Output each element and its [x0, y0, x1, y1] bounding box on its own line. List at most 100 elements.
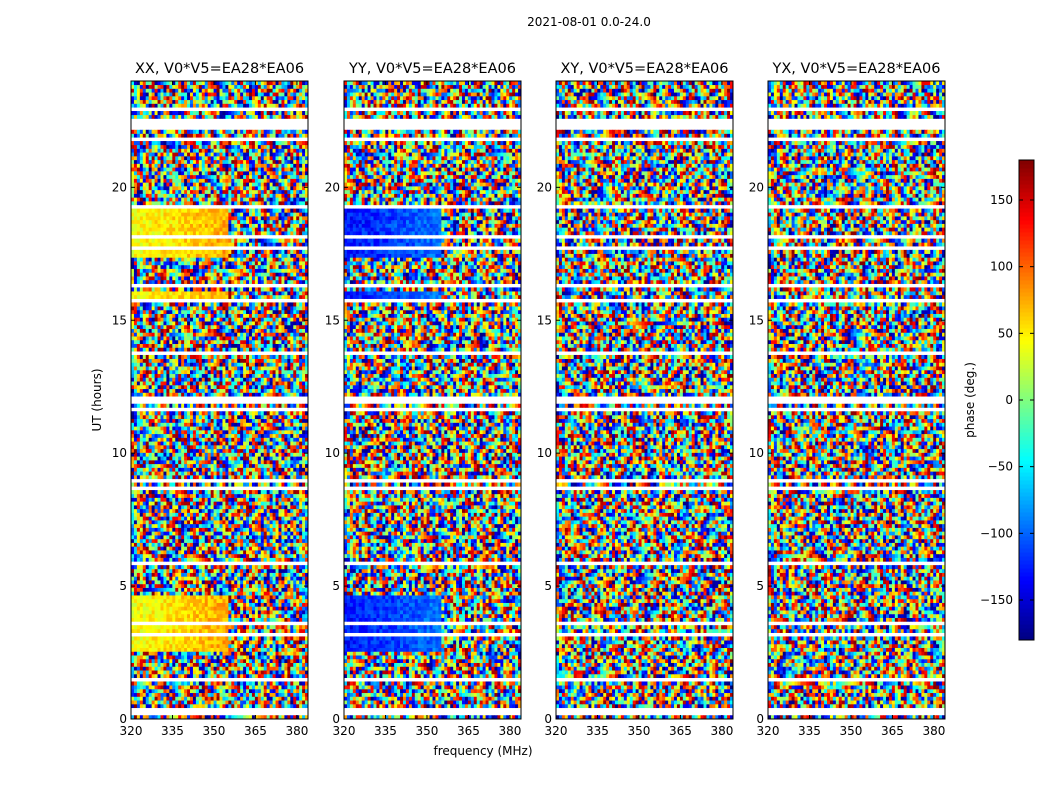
colorbar-segment [1019, 340, 1034, 345]
colorbar-segment [1019, 356, 1034, 361]
colorbar-tick-label: 50 [998, 326, 1013, 340]
x-tick-label: 380 [498, 724, 521, 738]
colorbar-segment [1019, 576, 1034, 581]
colorbar-segment [1019, 324, 1034, 329]
y-tick-label: 10 [112, 446, 127, 460]
colorbar-segment [1019, 432, 1034, 437]
colorbar-segment [1019, 444, 1034, 449]
colorbar-segment [1019, 216, 1034, 221]
panel-title: YY, V0*V5=EA28*EA06 [348, 61, 516, 77]
colorbar-segment [1019, 476, 1034, 481]
colorbar-segment [1019, 188, 1034, 193]
colorbar-segment [1019, 620, 1034, 625]
colorbar-segment [1019, 540, 1034, 545]
colorbar-segment [1019, 180, 1034, 185]
x-tick-label: 320 [120, 724, 143, 738]
colorbar-segment [1019, 244, 1034, 249]
x-tick-label: 350 [840, 724, 863, 738]
colorbar-segment [1019, 408, 1034, 413]
colorbar-tick-label: −50 [988, 460, 1013, 474]
colorbar-segment [1019, 312, 1034, 317]
panels-group: XX, V0*V5=EA28*EA06 320 335 350 365 380 0 5 10 15… [112, 61, 946, 738]
colorbar-segment [1019, 328, 1034, 333]
colorbar-segment [1019, 608, 1034, 613]
x-axis-label: frequency (MHz) [433, 744, 532, 758]
y-tick-label: 0 [332, 712, 340, 726]
colorbar-segment [1019, 260, 1034, 265]
colorbar-segment [1019, 388, 1034, 393]
heatmap-yy [344, 81, 521, 719]
x-tick-label: 350 [628, 724, 651, 738]
colorbar-segment [1019, 548, 1034, 553]
colorbar-segment [1019, 400, 1034, 405]
colorbar-segment [1019, 428, 1034, 433]
y-tick-label: 5 [544, 579, 552, 593]
x-tick-label: 380 [710, 724, 733, 738]
colorbar-segment [1019, 496, 1034, 501]
colorbar-segment [1019, 572, 1034, 577]
colorbar-segment [1019, 484, 1034, 489]
colorbar-segment [1019, 612, 1034, 617]
colorbar-segment [1019, 304, 1034, 309]
colorbar-segment [1019, 168, 1034, 173]
colorbar-segment [1019, 424, 1034, 429]
colorbar-segment [1019, 624, 1034, 629]
colorbar-segment [1019, 508, 1034, 513]
colorbar-segment [1019, 184, 1034, 189]
y-tick-label: 10 [537, 446, 552, 460]
colorbar-segment [1019, 588, 1034, 593]
colorbar-segment [1019, 604, 1034, 609]
colorbar-segment [1019, 268, 1034, 273]
y-tick-label: 20 [749, 180, 764, 194]
colorbar-segment [1019, 412, 1034, 417]
y-tick-label: 20 [112, 180, 127, 194]
heatmap-xx [131, 81, 308, 719]
y-tick-label: 15 [112, 313, 127, 327]
colorbar-segment [1019, 516, 1034, 521]
colorbar-segment [1019, 236, 1034, 241]
colorbar-segment [1019, 200, 1034, 205]
y-tick-label: 15 [749, 313, 764, 327]
colorbar-segment [1019, 348, 1034, 353]
colorbar-segment [1019, 176, 1034, 181]
colorbar-segment [1019, 212, 1034, 217]
colorbar-segment [1019, 308, 1034, 313]
colorbar-segment [1019, 600, 1034, 605]
colorbar-segment [1019, 452, 1034, 457]
colorbar-segment [1019, 224, 1034, 229]
colorbar-segment [1019, 568, 1034, 573]
colorbar-tick-label: 100 [990, 260, 1013, 274]
colorbar-segment [1019, 376, 1034, 381]
colorbar-segment [1019, 288, 1034, 293]
y-tick-label: 20 [537, 180, 552, 194]
colorbar-segment [1019, 332, 1034, 337]
panel-title: XX, V0*V5=EA28*EA06 [135, 61, 304, 77]
y-tick-label: 20 [325, 180, 340, 194]
colorbar-segment [1019, 524, 1034, 529]
colorbar-segment [1019, 556, 1034, 561]
colorbar-segment [1019, 520, 1034, 525]
colorbar-segment [1019, 448, 1034, 453]
colorbar-segment [1019, 632, 1034, 637]
colorbar-segment [1019, 372, 1034, 377]
colorbar-segment [1019, 584, 1034, 589]
x-tick-label: 365 [669, 724, 692, 738]
panel-title: YX, V0*V5=EA28*EA06 [771, 61, 940, 77]
colorbar-segment [1019, 436, 1034, 441]
x-tick-label: 365 [881, 724, 904, 738]
y-tick-label: 5 [332, 579, 340, 593]
x-tick-label: 320 [333, 724, 356, 738]
colorbar-segment [1019, 360, 1034, 365]
colorbar-segment [1019, 364, 1034, 369]
colorbar-segment [1019, 616, 1034, 621]
colorbar-segment [1019, 228, 1034, 233]
colorbar-segment [1019, 460, 1034, 465]
colorbar-segment [1019, 192, 1034, 197]
colorbar-segment [1019, 404, 1034, 409]
x-tick-label: 335 [586, 724, 609, 738]
colorbar-segment [1019, 160, 1034, 165]
colorbar-segment [1019, 628, 1034, 633]
